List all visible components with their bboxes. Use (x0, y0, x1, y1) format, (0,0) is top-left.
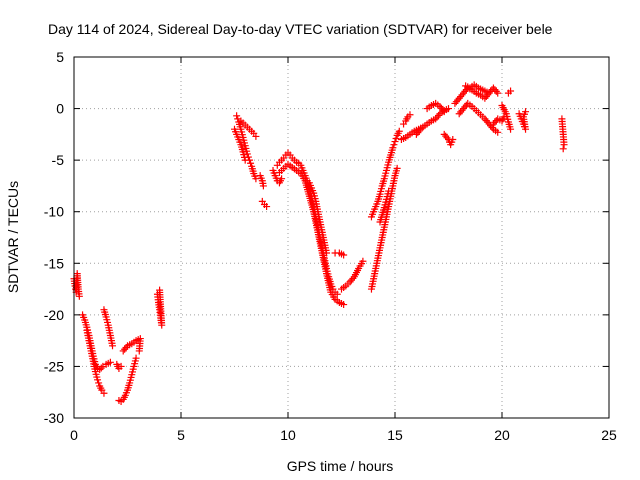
y-tick-label: 0 (56, 101, 64, 117)
data-point (359, 257, 367, 265)
data-point (439, 106, 447, 114)
data-point (393, 164, 401, 172)
data-point (106, 358, 114, 366)
data-point (340, 251, 348, 259)
data-point (349, 274, 357, 282)
data-point (135, 347, 143, 355)
data-point (395, 127, 403, 135)
data-point (560, 141, 568, 149)
plot-frame (73, 56, 610, 419)
y-axis-label: SDTVAR / TECUs (5, 181, 21, 293)
data-point (109, 342, 117, 350)
data-point (507, 125, 515, 133)
data-point (122, 344, 130, 352)
data-point (417, 125, 425, 133)
data-point (259, 182, 267, 190)
data-point (488, 123, 496, 131)
data-point (559, 145, 567, 153)
data-point (483, 88, 491, 96)
data-point (392, 134, 400, 142)
data-point (492, 87, 500, 95)
x-tick-label: 20 (494, 427, 510, 443)
data-point (445, 105, 452, 113)
data-point (278, 175, 286, 183)
y-tick-label: 5 (56, 49, 64, 65)
y-tick-label: -5 (52, 152, 65, 168)
chart-title: Day 114 of 2024, Sidereal Day-to-day VTE… (48, 21, 553, 37)
x-tick-label: 10 (280, 427, 296, 443)
data-point (435, 111, 443, 119)
data-point (233, 112, 241, 120)
data-point (247, 159, 255, 167)
data-point (385, 187, 393, 195)
data-point (241, 156, 249, 164)
data-point (415, 127, 423, 135)
data-point (522, 108, 530, 116)
data-point (494, 128, 502, 136)
data-point (75, 292, 83, 300)
data-point (94, 376, 102, 384)
data-point (156, 286, 164, 294)
data-point (95, 379, 103, 387)
y-tick-label: -15 (44, 255, 64, 271)
x-tick-label: 25 (601, 427, 617, 443)
data-point (323, 249, 331, 257)
data-point (100, 389, 108, 397)
data-point (391, 138, 399, 146)
data-point (443, 134, 451, 142)
data-point (340, 301, 348, 309)
y-tick-label: -25 (44, 358, 64, 374)
x-tick-label: 15 (387, 427, 403, 443)
data-point (494, 89, 502, 97)
x-axis-label: GPS time / hours (287, 458, 394, 474)
data-point (117, 362, 125, 370)
data-point (406, 111, 414, 119)
data-point (449, 136, 457, 144)
data-point (440, 108, 448, 116)
data-point (132, 354, 140, 362)
data-point (263, 203, 271, 211)
data-points (70, 81, 568, 405)
data-point (389, 144, 397, 152)
data-point (252, 132, 260, 140)
data-point (507, 87, 515, 95)
axis-ticks: 0 5 10 15 20 25 5 0 -5 -10 -15 -20 -25 -30 (44, 49, 617, 443)
y-tick-label: -10 (44, 204, 64, 220)
y-tick-label: -20 (44, 307, 64, 323)
y-tick-label: -30 (44, 410, 64, 426)
x-tick-label: 5 (177, 427, 185, 443)
x-tick-label: 0 (70, 427, 78, 443)
data-point (390, 141, 398, 149)
data-point (97, 364, 105, 372)
